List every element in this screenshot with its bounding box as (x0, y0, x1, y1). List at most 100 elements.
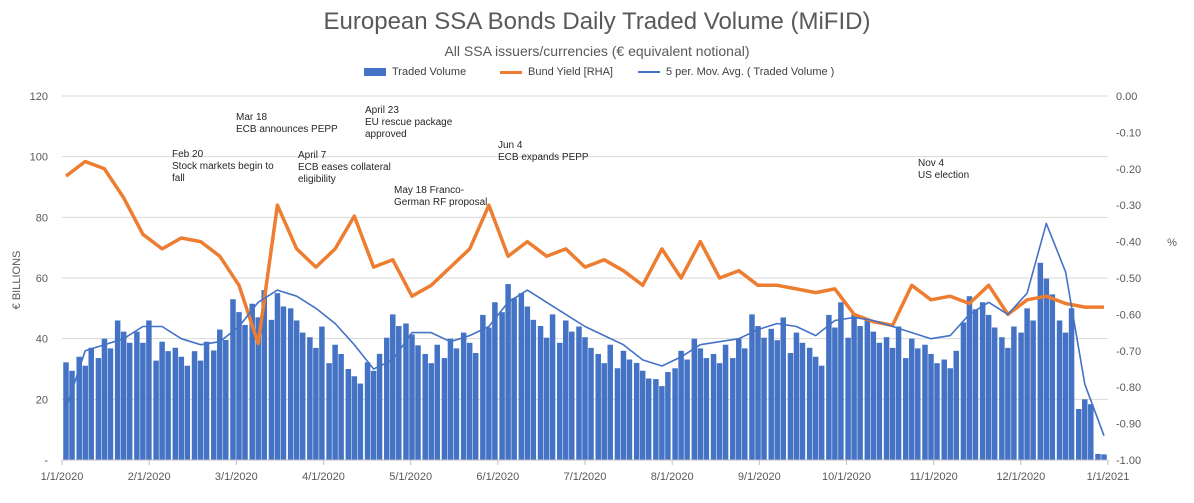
volume-bar (69, 370, 75, 460)
annotation-line: US election (918, 170, 969, 181)
volume-bar (710, 353, 717, 460)
y2-tick-label: -0.20 (1116, 164, 1141, 176)
axes: - 20 40 60 80 100 120 -1.00 -0.90 -0.80 -0.70 -0.60… (30, 91, 1141, 483)
volume-bar (428, 363, 434, 460)
volume-bar (345, 369, 352, 460)
volume-bar (63, 362, 69, 460)
volume-bar (960, 322, 967, 460)
volume-bar (1043, 278, 1050, 460)
annotation-line: ECB expands PEPP (498, 152, 589, 163)
x-tick-label: 7/1/2020 (564, 471, 607, 483)
volume-bar (928, 353, 934, 460)
volume-bar (299, 332, 306, 460)
volume-bar (749, 314, 755, 460)
volume-bar (217, 329, 223, 460)
volume-bar (126, 342, 133, 460)
y2-axis-label: % (1167, 237, 1177, 249)
annotation-line: Stock markets begin to (172, 161, 274, 172)
volume-bar (1076, 409, 1082, 460)
volume-bar (165, 351, 171, 460)
volume-bar (614, 368, 621, 460)
volume-bar (120, 331, 127, 460)
volume-bar (722, 344, 729, 460)
volume-bar (88, 347, 94, 460)
volume-bar (370, 370, 377, 460)
volume-bar (95, 358, 102, 460)
volume-bar (793, 332, 800, 460)
annotation: Jun 4 ECB expands PEPP (498, 140, 589, 163)
volume-bar (851, 314, 857, 460)
volume-bar (1101, 454, 1107, 460)
volume-bar (384, 337, 390, 460)
legend-label-mavg: 5 per. Mov. Avg. ( Traded Volume ) (666, 66, 835, 78)
volume-bar (645, 378, 652, 460)
volume-bar (953, 350, 959, 460)
volume-bar (845, 337, 851, 460)
volume-bar (768, 328, 774, 460)
volume-bar (326, 363, 332, 460)
volume-bar (453, 348, 460, 460)
volume-bar (659, 386, 665, 460)
y2-tick-label: -0.70 (1116, 346, 1141, 358)
volume-bar (895, 326, 902, 460)
annotation: Mar 18 ECB announces PEPP (236, 112, 338, 135)
volume-bar (774, 340, 780, 460)
y-tick-label: 40 (36, 334, 48, 346)
legend-item-volume: Traded Volume (364, 66, 466, 78)
volume-bar (422, 353, 428, 460)
volume-bar (947, 368, 953, 460)
volume-bar (140, 342, 146, 460)
volume-bar (1056, 320, 1063, 460)
annotation-line: Mar 18 (236, 112, 268, 123)
legend-label-volume: Traded Volume (392, 66, 467, 78)
chart-legend: Traded Volume Bund Yield [RHA] 5 per. Mo… (0, 66, 1194, 84)
volume-bar (985, 314, 992, 460)
volume-bar (184, 365, 191, 460)
annotation-line: May 18 Franco- (394, 185, 464, 196)
chart-title: European SSA Bonds Daily Traded Volume (… (323, 8, 871, 35)
volume-bar (966, 296, 973, 460)
volume-bar (307, 337, 313, 460)
x-tick-label: 9/1/2020 (738, 471, 781, 483)
volume-bar (178, 356, 185, 460)
volume-bar (678, 350, 684, 460)
volume-bar (870, 331, 877, 460)
volume-bar (537, 326, 544, 460)
annotation: May 18 Franco-German RF proposal (394, 185, 487, 208)
volume-bar (261, 290, 267, 460)
volume-bar (595, 353, 601, 460)
volume-bar (941, 359, 947, 460)
volume-bar (357, 383, 364, 460)
y2-tick-label: -1.00 (1116, 455, 1141, 467)
legend-item-mavg: 5 per. Mov. Avg. ( Traded Volume ) (638, 66, 834, 78)
volume-bar (338, 353, 344, 460)
volume-bar (1037, 262, 1044, 460)
volume-bar (274, 293, 281, 460)
volume-bar (1062, 332, 1069, 460)
volume-bar (492, 302, 498, 460)
volume-bar (730, 358, 736, 460)
volume-bar (114, 320, 121, 460)
volume-bar (351, 376, 358, 460)
volume-bar (480, 314, 486, 460)
volume-bar (134, 331, 140, 460)
volume-bar (268, 319, 275, 460)
volume-bar (332, 344, 338, 460)
volume-bar (915, 348, 921, 460)
volume-bar (313, 347, 319, 460)
volume-bar (787, 352, 794, 460)
volume-bar (1011, 326, 1017, 460)
x-tick-label: 4/1/2020 (302, 471, 345, 483)
volume-bar (293, 320, 300, 460)
y-tick-label: 60 (36, 273, 48, 285)
volume-bar (576, 326, 582, 460)
annotation-line: EU rescue package (365, 117, 453, 128)
volume-bar (1030, 320, 1036, 460)
volume-bar (979, 302, 986, 460)
y2-tick-label: -0.90 (1116, 419, 1141, 431)
volume-bar (153, 360, 159, 460)
volume-bar (82, 365, 88, 460)
volume-bar (191, 351, 198, 460)
volume-bar (703, 358, 710, 460)
